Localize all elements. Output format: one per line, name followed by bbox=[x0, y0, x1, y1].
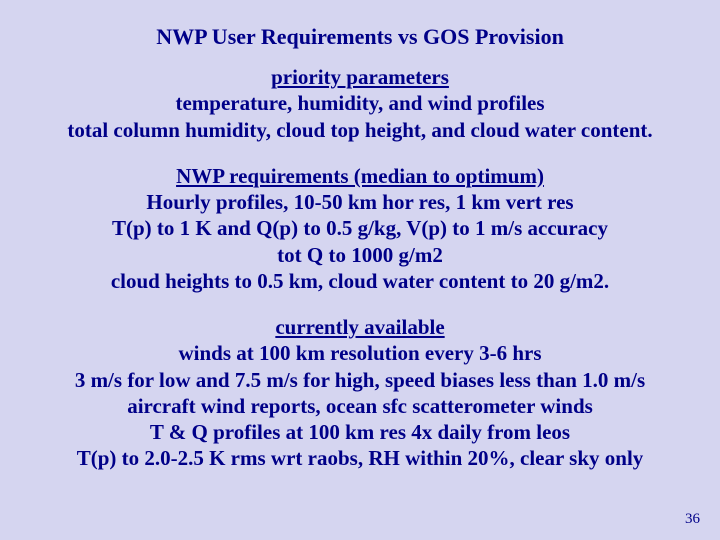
section-requirements: NWP requirements (median to optimum) Hou… bbox=[16, 163, 704, 294]
page-number: 36 bbox=[685, 511, 700, 528]
section-line: temperature, humidity, and wind profiles bbox=[16, 90, 704, 116]
section-priority: priority parameters temperature, humidit… bbox=[16, 64, 704, 143]
section-line: tot Q to 1000 g/m2 bbox=[16, 242, 704, 268]
section-line: winds at 100 km resolution every 3-6 hrs bbox=[16, 340, 704, 366]
section-line: total column humidity, cloud top height,… bbox=[16, 117, 704, 143]
section-available: currently available winds at 100 km reso… bbox=[16, 314, 704, 472]
section-line: T(p) to 2.0-2.5 K rms wrt raobs, RH with… bbox=[16, 445, 704, 471]
section-heading: priority parameters bbox=[16, 64, 704, 90]
section-line: cloud heights to 0.5 km, cloud water con… bbox=[16, 268, 704, 294]
section-line: 3 m/s for low and 7.5 m/s for high, spee… bbox=[16, 367, 704, 393]
slide-title: NWP User Requirements vs GOS Provision bbox=[16, 24, 704, 50]
section-heading: NWP requirements (median to optimum) bbox=[16, 163, 704, 189]
section-line: aircraft wind reports, ocean sfc scatter… bbox=[16, 393, 704, 419]
section-heading: currently available bbox=[16, 314, 704, 340]
section-line: T & Q profiles at 100 km res 4x daily fr… bbox=[16, 419, 704, 445]
section-line: T(p) to 1 K and Q(p) to 0.5 g/kg, V(p) t… bbox=[16, 215, 704, 241]
section-line: Hourly profiles, 10-50 km hor res, 1 km … bbox=[16, 189, 704, 215]
